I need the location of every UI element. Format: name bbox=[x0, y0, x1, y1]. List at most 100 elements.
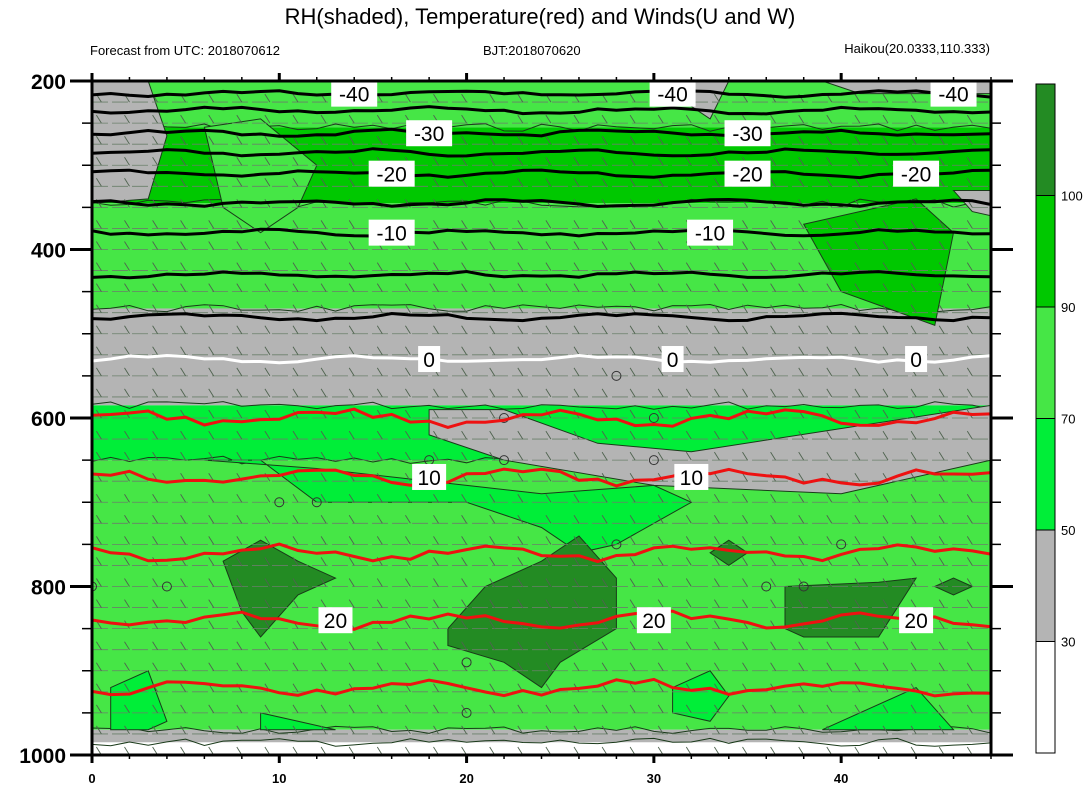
colorbar-label-30: 30 bbox=[1061, 635, 1075, 650]
isotherm-9 bbox=[92, 353, 991, 365]
wind-barbs-550 bbox=[96, 367, 973, 377]
isotherm-label-13-1: 20 bbox=[636, 607, 671, 634]
colorbar: 30 50 70 90 100 bbox=[1035, 83, 1083, 754]
isotherm-label-box bbox=[674, 463, 709, 490]
calm-wind-2 bbox=[274, 497, 285, 508]
calm-wind-10 bbox=[611, 539, 622, 550]
isotherm-label-text: 10 bbox=[680, 467, 703, 490]
wind-barbs-975 bbox=[96, 725, 973, 735]
wind-barbs-825 bbox=[96, 599, 973, 608]
colorbar-swatch-3 bbox=[1035, 306, 1056, 419]
isotherm-label-11-1: 10 bbox=[674, 463, 709, 490]
rh-patch-3 bbox=[952, 190, 991, 217]
isotherm-12 bbox=[92, 542, 991, 564]
chart-title: RH(shaded), Temperature(red) and Winds(U… bbox=[285, 4, 796, 29]
temperature-contours bbox=[92, 88, 991, 698]
isotherm-label-text: -20 bbox=[901, 164, 931, 187]
isotherm-label-6-1: -10 bbox=[687, 219, 734, 246]
rh-contour-3 bbox=[92, 303, 991, 313]
y-tick-label-400: 400 bbox=[31, 240, 66, 263]
y-tick-label-600: 600 bbox=[31, 408, 66, 431]
isotherm-label-2-1: -30 bbox=[724, 120, 771, 147]
isotherm-label-box bbox=[930, 80, 977, 107]
calm-wind-12 bbox=[648, 455, 659, 466]
colorbar-swatch-0 bbox=[1035, 641, 1056, 754]
isotherm-label-box bbox=[893, 160, 940, 187]
isotherm-13 bbox=[92, 609, 991, 631]
colorbar-swatch-2 bbox=[1035, 418, 1056, 531]
isotherm-label-box bbox=[368, 160, 415, 187]
subtitle-location: Haikou(20.0333,110.333) bbox=[844, 41, 990, 56]
isotherm-label-13-2: 20 bbox=[899, 607, 934, 634]
isotherm-label-text: -40 bbox=[339, 84, 369, 107]
isotherm-11 bbox=[92, 467, 991, 488]
isotherm-label-4-1: -20 bbox=[724, 160, 771, 187]
isotherm-label-0-1: -40 bbox=[649, 80, 696, 107]
isotherm-3 bbox=[92, 147, 991, 158]
wind-barbs-450 bbox=[96, 283, 973, 292]
calm-wind-13 bbox=[761, 581, 772, 592]
calm-wind-5 bbox=[461, 657, 472, 668]
subtitle-forecast: Forecast from UTC: 2018070612 bbox=[90, 43, 280, 58]
isotherm-label-box bbox=[318, 607, 353, 634]
isotherm-label-text: -30 bbox=[414, 123, 444, 146]
isotherm-label-11-0: 10 bbox=[412, 463, 447, 490]
wind-barbs-950 bbox=[96, 704, 973, 714]
wind-barbs-900 bbox=[96, 662, 973, 672]
wind-barbs-625 bbox=[96, 430, 973, 440]
rh-contour-7 bbox=[92, 737, 991, 747]
isotherm-7 bbox=[92, 269, 991, 280]
colorbar-label-70: 70 bbox=[1061, 412, 1075, 427]
isotherm-label-box bbox=[649, 80, 696, 107]
wind-barbs-250 bbox=[96, 114, 973, 124]
rh-contour-4 bbox=[92, 401, 991, 410]
wind-barbs-875 bbox=[96, 641, 973, 650]
plot-area: -40 -40 -40 -30 -30 -20 -20 -20 -10 -10 0 0 0 10 10 20 2… bbox=[19, 71, 1013, 786]
colorbar-label-50: 50 bbox=[1061, 523, 1075, 538]
isotherm-label-text: -20 bbox=[732, 164, 762, 187]
isotherm-label-box bbox=[636, 607, 671, 634]
isotherm-label-text: 10 bbox=[417, 467, 440, 490]
x-tick-label-20: 20 bbox=[459, 771, 473, 786]
x-tick-label-0: 0 bbox=[88, 771, 95, 786]
isotherm-label-4-2: -20 bbox=[893, 160, 940, 187]
colorbar-swatch-4 bbox=[1035, 195, 1056, 308]
isotherm-label-text: -30 bbox=[732, 123, 762, 146]
isotherm-2 bbox=[92, 127, 991, 138]
y-tick-label-200: 200 bbox=[31, 71, 66, 94]
rh-patch-6 bbox=[428, 404, 991, 495]
isotherm-label-text: 0 bbox=[910, 349, 922, 372]
isotherm-4 bbox=[92, 168, 991, 180]
wind-barbs bbox=[92, 81, 991, 755]
calm-wind-3 bbox=[311, 497, 322, 508]
wind-barbs-275 bbox=[96, 135, 973, 145]
isotherm-label-box bbox=[412, 463, 447, 490]
x-tick-label-40: 40 bbox=[834, 771, 848, 786]
isotherm-label-box bbox=[899, 607, 934, 634]
isotherm-label-4-0: -20 bbox=[368, 160, 415, 187]
isotherm-label-text: 0 bbox=[423, 349, 435, 372]
wind-barbs-475 bbox=[96, 304, 973, 313]
isotherm-1 bbox=[92, 105, 991, 116]
isotherm-label-text: -40 bbox=[938, 84, 968, 107]
isotherm-label-text: 20 bbox=[904, 610, 927, 633]
colorbar-swatch-1 bbox=[1035, 529, 1056, 642]
wind-barbs-425 bbox=[96, 262, 973, 271]
isotherm-label-0-2: -40 bbox=[930, 80, 977, 107]
y-tick-label-800: 800 bbox=[31, 577, 66, 600]
isotherm-label-box bbox=[661, 346, 684, 373]
isotherm-label-box bbox=[724, 160, 771, 187]
calm-wind-6 bbox=[461, 707, 472, 718]
isotherm-label-box bbox=[418, 346, 441, 373]
wind-barbs-775 bbox=[96, 557, 973, 566]
wind-barbs-700 bbox=[96, 494, 973, 503]
isotherm-label-text: -10 bbox=[695, 223, 725, 246]
isotherm-label-box bbox=[331, 80, 378, 107]
calm-wind-8 bbox=[499, 455, 510, 466]
calm-wind-0 bbox=[92, 581, 97, 592]
wind-barbs-650 bbox=[96, 451, 973, 461]
isotherm-label-text: 20 bbox=[642, 610, 665, 633]
subtitle-bjt: BJT:2018070620 bbox=[483, 43, 581, 58]
